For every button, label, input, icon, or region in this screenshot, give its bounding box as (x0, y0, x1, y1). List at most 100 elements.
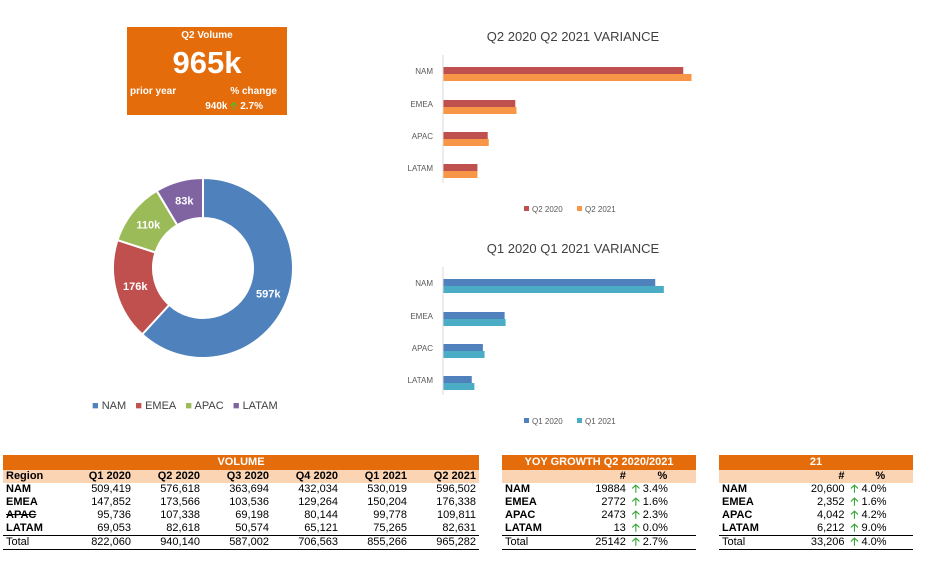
table-cell: 🡡 1.6% (629, 496, 696, 509)
yoy-title: YOY GROWTH Q2 2020/2021 (502, 455, 696, 470)
t21-title: 21 (719, 455, 913, 470)
bar-category-label: LATAM (408, 376, 434, 385)
table-cell: 🡡 2.7% (629, 536, 696, 550)
up-arrow-icon: 🡡 (632, 483, 643, 495)
table-row: APAC 2473 🡡 2.3% (502, 509, 696, 522)
table-cell: 🡡 3.4% (629, 483, 696, 496)
header-cell: Q4 2020 (272, 470, 341, 483)
kpi-prior-value: 940k (205, 101, 227, 112)
bar-category-label: NAM (415, 67, 433, 76)
bar-nam-s1 (443, 67, 683, 74)
donut-label: 83k (175, 196, 194, 208)
bar-latam-s1 (443, 164, 477, 171)
table-row: EMEA 2772 🡡 1.6% (502, 496, 696, 509)
bar-apac-s2 (443, 139, 489, 146)
table-row: EMEA 2,352 🡡 1.6% (719, 496, 913, 509)
region-cell: NAM (3, 483, 65, 496)
region-cell: LATAM (502, 522, 570, 536)
bar-apac-s2 (443, 351, 485, 358)
kpi-change-value: 2.7% (240, 101, 263, 112)
table-cell: 2473 (570, 509, 628, 522)
table-cell: 432,034 (272, 483, 341, 496)
header-cell: % (629, 470, 696, 483)
table-cell: 965,282 (410, 536, 479, 550)
table-cell: 33,206 (786, 536, 848, 550)
table-cell: 2,352 (786, 496, 848, 509)
region-cell: NAM (719, 483, 786, 496)
up-arrow-icon: 🡡 (632, 496, 643, 508)
legend-label: Q2 2021 (585, 205, 616, 214)
header-cell: Region (3, 470, 65, 483)
region-cell: Total (719, 536, 786, 550)
up-arrow-icon: 🡡 (632, 509, 643, 521)
kpi-value: 965k (127, 45, 287, 81)
bar-nam-s1 (443, 279, 655, 286)
table-cell: 147,852 (65, 496, 134, 509)
table-cell: 75,265 (341, 522, 410, 536)
table-cell: 82,631 (410, 522, 479, 536)
table-cell: 65,121 (272, 522, 341, 536)
bar-nam-s2 (443, 74, 692, 81)
table-cell: 80,144 (272, 509, 341, 522)
bar-category-label: EMEA (410, 312, 433, 321)
q1-variance-chart: Q1 2020 Q1 2021 VARIANCENAMEMEAAPACLATAM… (380, 237, 760, 432)
table-cell: 129,264 (272, 496, 341, 509)
chart-title: Q2 2020 Q2 2021 VARIANCE (487, 29, 660, 44)
region-cell: EMEA (3, 496, 65, 509)
table-row: NAM 20,600 🡡 4.0% (719, 483, 913, 496)
bar-category-label: EMEA (410, 100, 433, 109)
bar-latam-s1 (443, 376, 472, 383)
table-cell: 2772 (570, 496, 628, 509)
region-cell: LATAM (719, 522, 786, 536)
bar-category-label: LATAM (408, 164, 434, 173)
up-arrow-icon: 🡡 (851, 496, 862, 508)
region-cell: EMEA (719, 496, 786, 509)
donut-label: 176k (123, 281, 148, 293)
table-cell: 176,338 (410, 496, 479, 509)
table-cell: 🡡 4.0% (848, 536, 914, 550)
table-cell: 107,338 (134, 509, 203, 522)
legend-marker (577, 206, 582, 211)
header-cell: Q2 2021 (410, 470, 479, 483)
table-header-row: # % (502, 470, 696, 483)
yoy-growth-table: YOY GROWTH Q2 2020/2021 # % NAM 19884 🡡 3.… (502, 455, 696, 550)
up-arrow-icon: 🡡 (851, 522, 862, 534)
donut-chart: 597k 176k 110k 83k (100, 170, 310, 370)
table-cell: 822,060 (65, 536, 134, 550)
legend-label: Q1 2020 (532, 417, 563, 426)
legend-emea: ■ EMEA (135, 400, 176, 412)
up-arrow-icon: 🡡 (851, 509, 862, 521)
table-cell: 50,574 (203, 522, 272, 536)
up-arrow-icon: 🡡 (632, 536, 643, 548)
chart-title: Q1 2020 Q1 2021 VARIANCE (487, 241, 660, 256)
table-row: EMEA 147,852 173,566 103,536 129,264 150,204 1… (3, 496, 479, 509)
table-row: APAC 95,736 107,338 69,198 80,144 99,778 109,8… (3, 509, 479, 522)
region-cell: LATAM (3, 522, 65, 536)
bar-latam-s2 (443, 383, 474, 390)
table-cell: 25142 (570, 536, 628, 550)
q2-variance-chart: Q2 2020 Q2 2021 VARIANCE NAM EMEA APAC LATAM… (380, 25, 760, 220)
legend-marker (577, 418, 582, 423)
table-cell: 20,600 (786, 483, 848, 496)
header-cell (719, 470, 786, 483)
total-row: Total 822,060 940,140 587,002 706,563 855,266… (3, 536, 479, 550)
table-cell: 940,140 (134, 536, 203, 550)
table-cell: 706,563 (272, 536, 341, 550)
kpi-card: Q2 Volume 965k prior year % change 940k … (127, 27, 287, 115)
table-cell: 🡡 2.3% (629, 509, 696, 522)
table-cell: Total (3, 536, 65, 550)
table-cell: 🡡 0.0% (629, 522, 696, 536)
header-cell: # (786, 470, 848, 483)
bar-apac-s1 (443, 132, 488, 139)
bar-emea-s2 (443, 107, 516, 114)
table-cell: 587,002 (203, 536, 272, 550)
bar-latam-s2 (443, 171, 477, 178)
bar-emea-s2 (443, 319, 506, 326)
table-cell: 🡡 1.6% (848, 496, 914, 509)
up-arrow-icon: 🡡 (230, 101, 237, 112)
table-cell: 576,618 (134, 483, 203, 496)
table-cell: 363,694 (203, 483, 272, 496)
bar-category-label: APAC (412, 344, 433, 353)
table-cell: 69,198 (203, 509, 272, 522)
table-row: LATAM 6,212 🡡 9.0% (719, 522, 913, 536)
